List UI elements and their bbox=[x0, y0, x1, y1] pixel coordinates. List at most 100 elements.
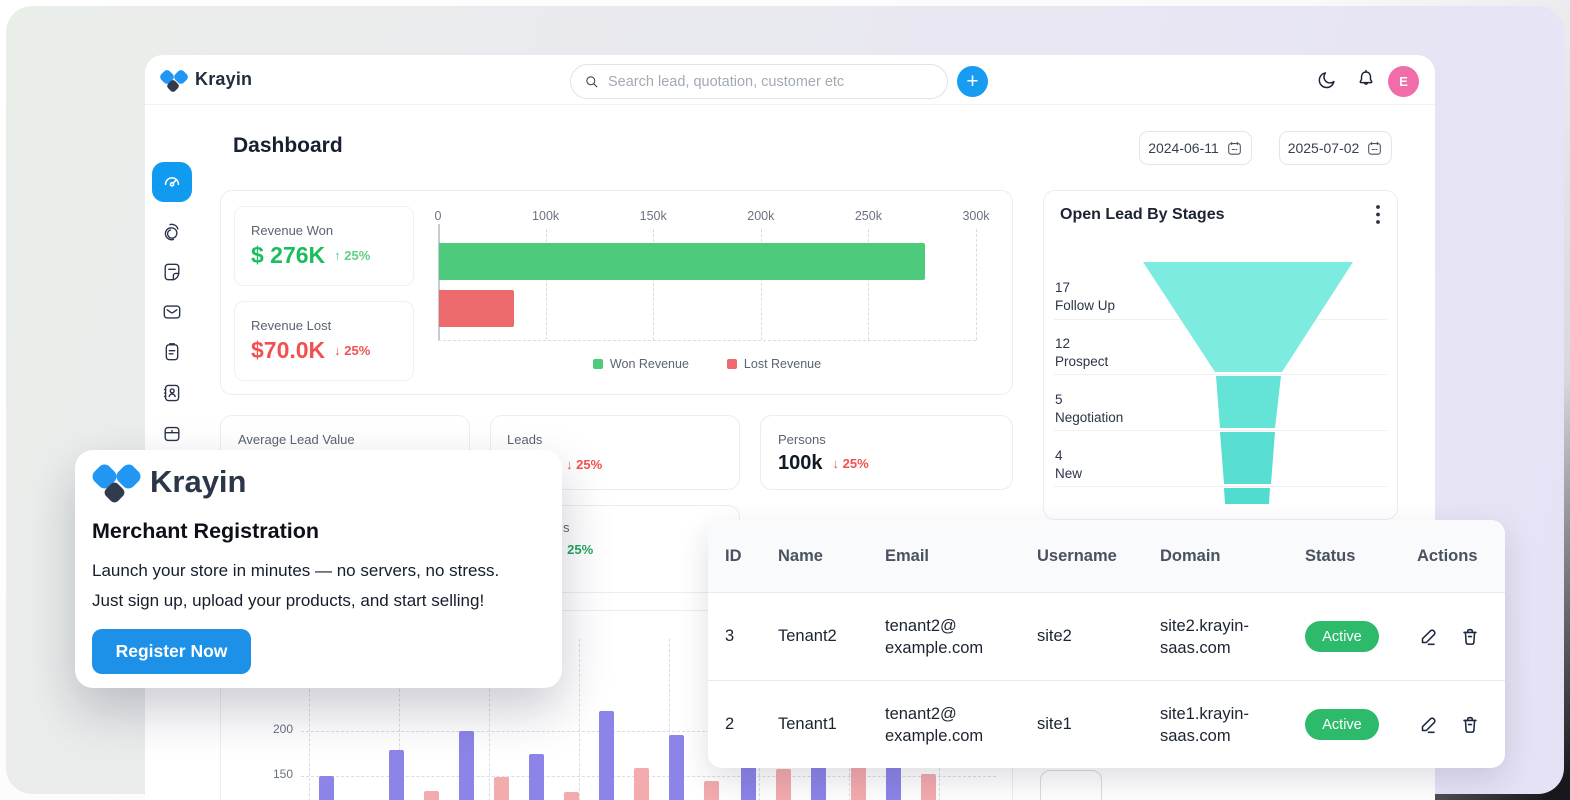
funnel-stage-follow-up: 17 Follow Up bbox=[1055, 279, 1115, 315]
funnel-stage-negotiation: 5 Negotiation bbox=[1055, 391, 1123, 427]
gridline bbox=[669, 639, 670, 800]
stage-label: Follow Up bbox=[1055, 298, 1116, 313]
col-header-id: ID bbox=[725, 546, 742, 565]
clipboard-icon bbox=[165, 343, 179, 361]
x-tick: 250k bbox=[854, 209, 882, 223]
col-header-name: Name bbox=[778, 546, 823, 565]
revenue-chart-xaxis: 0 100k 150k 200k 250k 300k bbox=[435, 209, 990, 225]
date-from-value: 2024-06-11 bbox=[1148, 140, 1219, 156]
search-input[interactable] bbox=[608, 73, 935, 90]
hidden-card-label-fragment: s bbox=[563, 520, 570, 535]
merchant-registration-modal: Krayin Merchant Registration Launch your… bbox=[75, 450, 562, 688]
user-avatar[interactable]: E bbox=[1388, 66, 1419, 97]
status-badge: Active bbox=[1305, 709, 1379, 740]
y-tick-200: 200 bbox=[272, 722, 293, 736]
date-from-picker[interactable]: 2024-06-11 bbox=[1139, 131, 1252, 165]
revenue-chart-plot bbox=[438, 224, 977, 341]
cell-name: Tenant1 bbox=[778, 715, 837, 733]
gridline bbox=[301, 731, 996, 732]
add-button[interactable]: + bbox=[957, 66, 988, 97]
col-header-domain: Domain bbox=[1160, 546, 1221, 565]
delete-trash-icon[interactable] bbox=[1459, 626, 1481, 648]
mail-icon bbox=[163, 305, 181, 319]
modal-brand: Krayin bbox=[150, 464, 247, 499]
revenue-lost-trend: ↓ 25% bbox=[334, 343, 371, 358]
stage-value: 4 bbox=[1055, 448, 1063, 463]
dark-mode-moon-icon[interactable] bbox=[1316, 69, 1338, 91]
gridline bbox=[489, 639, 490, 800]
col-header-email: Email bbox=[885, 546, 930, 565]
status-badge: Active bbox=[1305, 621, 1379, 652]
persons-label: Persons bbox=[778, 432, 826, 447]
swirl-icon bbox=[164, 223, 179, 241]
table-row[interactable]: 2 Tenant1 tenant2@ example.com site1 sit… bbox=[708, 680, 1505, 768]
gauge-icon bbox=[164, 177, 180, 187]
register-now-button[interactable]: Register Now bbox=[92, 629, 251, 674]
lost-legend-swatch bbox=[726, 359, 737, 369]
funnel-stage-prospect: 12 Prospect bbox=[1055, 335, 1108, 371]
persons-value: 100k bbox=[778, 452, 823, 474]
avatar-initial: E bbox=[1399, 74, 1408, 89]
cell-email: tenant2@ example.com bbox=[885, 616, 984, 657]
date-to-picker[interactable]: 2025-07-02 bbox=[1279, 131, 1392, 165]
y-tick-150: 150 bbox=[272, 767, 293, 781]
tenants-table: ID Name Email Username Domain Status Act… bbox=[708, 520, 1505, 768]
table-header-row: ID Name Email Username Domain Status Act… bbox=[708, 520, 1505, 592]
x-tick: 150k bbox=[639, 209, 667, 223]
gridline bbox=[868, 229, 870, 340]
calendar-icon bbox=[1227, 141, 1241, 155]
search-bar[interactable] bbox=[570, 64, 948, 99]
note-icon bbox=[164, 263, 180, 281]
sidebar-item-mail[interactable] bbox=[152, 292, 192, 332]
table-row[interactable]: 3 Tenant2 tenant2@ example.com site2 sit… bbox=[708, 592, 1505, 680]
revenue-lost-value: $70.0K bbox=[251, 337, 326, 363]
stage-value: 12 bbox=[1055, 336, 1071, 351]
persons-card: Persons 100k ↓ 25% bbox=[760, 415, 1013, 490]
sidebar-item-activities[interactable] bbox=[152, 332, 192, 372]
lost-bar bbox=[439, 290, 515, 327]
modal-body-line1: Launch your store in minutes — no server… bbox=[92, 561, 500, 580]
notifications-bell-icon[interactable] bbox=[1355, 68, 1377, 90]
date-to-value: 2025-07-02 bbox=[1287, 140, 1360, 156]
x-tick: 200k bbox=[747, 209, 775, 223]
stage-label: Negotiation bbox=[1055, 410, 1124, 425]
gridline bbox=[653, 229, 655, 340]
krayin-logo-icon bbox=[89, 461, 144, 506]
sidebar-item-quotes[interactable] bbox=[152, 252, 192, 292]
gridline bbox=[976, 229, 977, 340]
edit-pencil-icon[interactable] bbox=[1417, 626, 1439, 648]
stage-label: New bbox=[1055, 466, 1083, 481]
page-title: Dashboard bbox=[233, 134, 343, 157]
plus-icon: + bbox=[966, 70, 979, 93]
gridline bbox=[579, 639, 580, 800]
funnel-card-title: Open Lead By Stages bbox=[1060, 206, 1225, 223]
sidebar-item-contacts[interactable] bbox=[152, 373, 192, 413]
partial-card-edge bbox=[1040, 770, 1102, 800]
app-header: Krayin + E bbox=[145, 55, 1435, 105]
x-tick: 300k bbox=[962, 209, 990, 223]
sidebar-item-products[interactable] bbox=[152, 414, 192, 454]
sidebar-item-dashboard[interactable] bbox=[152, 162, 192, 202]
col-header-status: Status bbox=[1305, 546, 1356, 565]
funnel-gridline bbox=[1054, 486, 1387, 487]
delete-trash-icon[interactable] bbox=[1459, 714, 1481, 736]
archive-icon bbox=[164, 426, 180, 442]
y-axis-line bbox=[438, 224, 440, 340]
legend-lost: Lost Revenue bbox=[726, 357, 821, 371]
sidebar-item-leads[interactable] bbox=[152, 212, 192, 252]
open-lead-by-stages-card: Open Lead By Stages 17 Follow Up 12 Pros… bbox=[1043, 190, 1398, 520]
gridline bbox=[309, 639, 310, 800]
modal-title: Merchant Registration bbox=[92, 519, 319, 543]
hidden-card-trend: ↑ 25% bbox=[557, 542, 594, 557]
revenue-lost-label: Revenue Lost bbox=[251, 318, 332, 333]
gridline bbox=[545, 229, 547, 340]
leads-label: Leads bbox=[507, 432, 543, 447]
kebab-menu-icon[interactable] bbox=[1369, 202, 1387, 228]
cell-domain: site1.krayin-saas.com bbox=[1160, 704, 1249, 745]
edit-pencil-icon[interactable] bbox=[1417, 714, 1439, 736]
modal-body-line2: Just sign up, upload your products, and … bbox=[92, 591, 485, 610]
app-window: Krayin + E bbox=[145, 55, 1435, 800]
persons-trend: ↓ 25% bbox=[832, 456, 869, 471]
revenue-won-value: $ 276K bbox=[251, 242, 326, 268]
